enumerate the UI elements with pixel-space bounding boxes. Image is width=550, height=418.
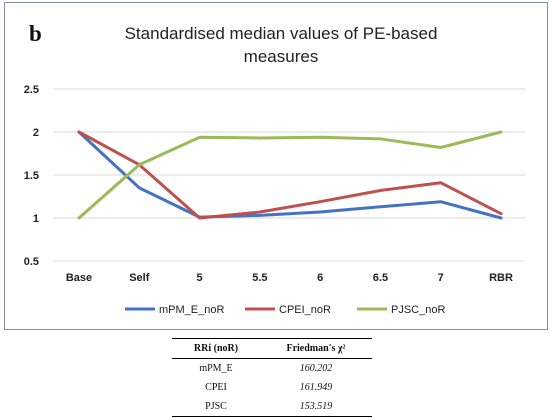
- x-tick-label: 7: [438, 272, 444, 284]
- y-tick-label: 2: [33, 127, 39, 139]
- legend-label: mPM_E_noR: [159, 304, 224, 316]
- table-row: CPEI 161.949: [172, 378, 372, 397]
- table-cell-value: 153.519: [260, 397, 372, 417]
- y-tick-label: 1.5: [24, 170, 39, 182]
- panel-label: b: [29, 21, 42, 46]
- chart-title: measures: [244, 47, 319, 66]
- x-tick-label: Self: [129, 272, 150, 284]
- table-cell-label: PJSC: [172, 397, 260, 417]
- legend-label: CPEI_noR: [279, 304, 331, 316]
- table-cell-label: CPEI: [205, 382, 227, 393]
- series-line-mpm-e-nor: [77, 130, 503, 220]
- x-tick-label: 5: [197, 272, 203, 284]
- series-line-cpei-nor: [77, 130, 503, 220]
- table-header: Friedman's χ²: [260, 338, 372, 359]
- line-chart: Standardised median values of PE-based me…: [24, 24, 525, 316]
- x-tick-label: RBR: [489, 272, 513, 284]
- table-cell-label: mPM_E: [199, 363, 233, 374]
- table-row: mPM_E 160.202: [172, 359, 372, 379]
- x-tick-label: 6.5: [373, 272, 388, 284]
- friedman-table: RRi (noR) Friedman's χ² mPM_E 160.202 CP…: [172, 338, 372, 417]
- table-header: RRi (noR): [172, 338, 260, 359]
- x-tick-label: 6: [317, 272, 323, 284]
- y-tick-label: 1: [33, 213, 39, 225]
- legend-label: PJSC_noR: [391, 304, 445, 316]
- x-tick-label: Base: [66, 272, 92, 284]
- table-row: PJSC 153.519: [172, 397, 372, 417]
- table-cell-value: 160.202: [299, 363, 333, 374]
- chart-title: Standardised median values of PE-based: [125, 24, 438, 43]
- chart-panel: b Standardised median values of PE-based…: [4, 2, 548, 330]
- x-tick-label: 5.5: [252, 272, 267, 284]
- series-line-pjsc-nor: [77, 130, 503, 220]
- table-cell-value: 161.949: [299, 382, 333, 393]
- y-tick-label: 0.5: [24, 256, 39, 268]
- y-tick-label: 2.5: [24, 84, 39, 96]
- table-header-row: RRi (noR) Friedman's χ²: [172, 338, 372, 359]
